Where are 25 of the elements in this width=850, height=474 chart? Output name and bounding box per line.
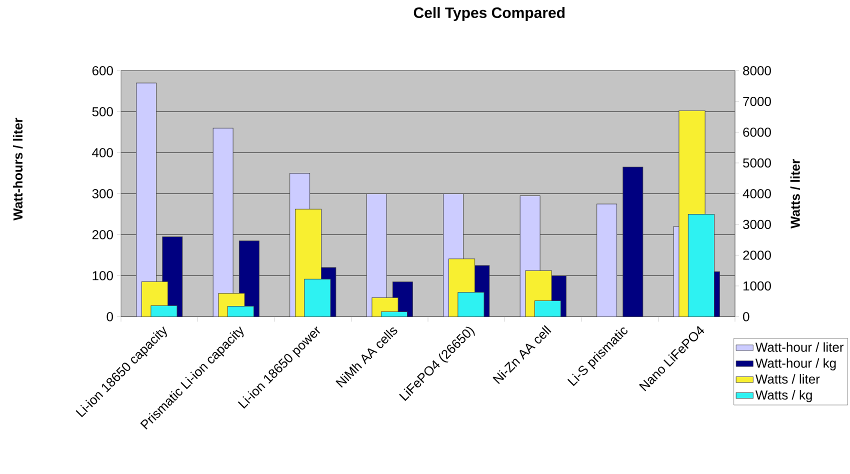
y-axis-title: Watt-hours / liter <box>13 118 23 220</box>
y2-tick-label: 7000 <box>743 96 771 106</box>
y2-tick-label: 5000 <box>743 158 771 168</box>
y-tick-label: 200 <box>92 230 113 240</box>
bar <box>622 167 643 317</box>
y2-tick-label: 3000 <box>743 220 771 230</box>
legend-label: Watts / liter <box>755 374 820 384</box>
y2-tick-label: 8000 <box>743 66 771 76</box>
y2-tick-label: 2000 <box>743 250 771 260</box>
bar <box>596 204 617 317</box>
y2-tick-label: 0 <box>743 312 750 322</box>
legend-label: Watt-hour / kg <box>755 358 836 370</box>
y2-axis-title: Watts / liter <box>790 159 800 228</box>
y-tick-label: 600 <box>92 66 113 76</box>
y-tick-label: 0 <box>106 312 113 322</box>
y2-tick-label: 4000 <box>742 189 771 198</box>
legend-label: Watt-hour / liter <box>755 342 844 352</box>
y-tick-label: 100 <box>92 271 113 280</box>
legend-label: Watts / kg <box>755 390 812 402</box>
y2-tick-label: 1000 <box>744 281 771 291</box>
y-tick-label: 500 <box>92 107 113 116</box>
chart-title: Cell Types Compared <box>414 7 565 22</box>
y2-tick-label: 6000 <box>743 128 771 137</box>
y-tick-label: 400 <box>92 148 113 158</box>
y-tick-label: 300 <box>92 189 113 198</box>
